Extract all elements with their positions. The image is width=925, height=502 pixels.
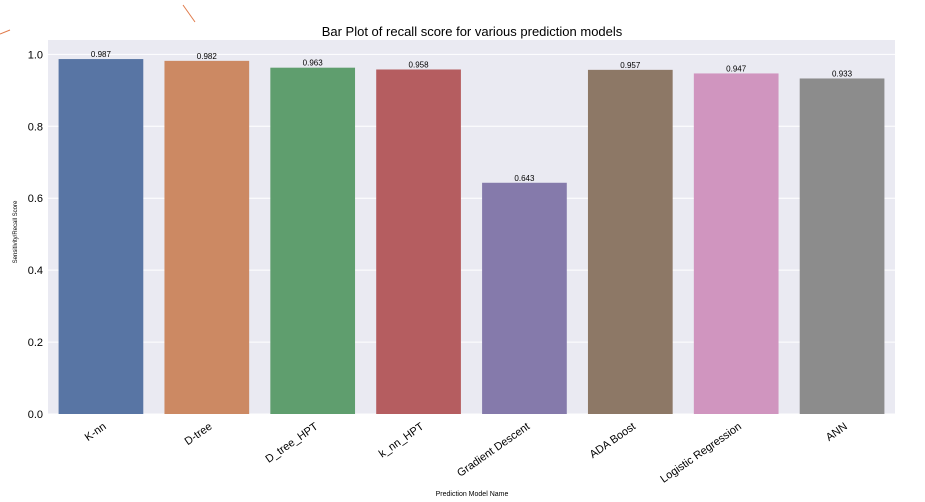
x-tick-label: ADA Boost <box>588 421 638 461</box>
bar-k-nn <box>58 59 144 414</box>
bar-logistic-regression <box>693 73 779 415</box>
bar-k-nn-hpt <box>376 69 461 414</box>
y-tick-label: 0.6 <box>28 193 43 205</box>
x-tick-label: k_nn_HPT <box>377 420 427 460</box>
bars: 0.987 0.982 0.963 0.958 0.643 0.957 0.947 0.933 <box>58 50 885 415</box>
chart-title: Bar Plot of recall score for various pre… <box>322 24 623 39</box>
bar-value-label: 0.987 <box>91 50 112 59</box>
x-tick-label: D-tree <box>183 421 215 448</box>
x-tick-label: Logistic Regression <box>658 421 744 486</box>
y-tick-label: 0.4 <box>28 265 43 277</box>
bar-ada-boost <box>587 69 673 414</box>
bar-d-tree <box>164 60 250 414</box>
bar-value-label: 0.958 <box>409 60 430 69</box>
bar-ann <box>799 78 885 414</box>
y-axis-ticks: 0.0 0.2 0.4 0.6 0.8 1.0 <box>28 49 43 421</box>
x-tick-label: Gradient Descent <box>455 421 532 480</box>
y-axis-label: Sensitivity/Recall Score <box>13 200 19 263</box>
x-axis-label: Prediction Model Name <box>436 491 509 498</box>
y-tick-label: 0.0 <box>28 409 43 421</box>
bar-value-label: 0.947 <box>726 64 747 73</box>
y-tick-label: 0.2 <box>28 337 43 349</box>
bar-value-label: 0.933 <box>832 69 853 78</box>
decorative-stroke <box>0 29 11 35</box>
x-tick-label: K-nn <box>83 421 109 444</box>
bar-value-label: 0.957 <box>620 61 641 70</box>
y-tick-label: 0.8 <box>28 121 43 133</box>
bar-value-label: 0.982 <box>197 52 218 61</box>
x-axis-ticks: K-nn D-tree D_tree_HPT k_nn_HPT Gradient Des… <box>83 420 850 485</box>
bar-value-label: 0.643 <box>514 174 535 183</box>
bar-value-label: 0.963 <box>303 59 324 68</box>
x-tick-label: D_tree_HPT <box>263 420 320 465</box>
decorative-stroke <box>182 4 196 23</box>
y-tick-label: 1.0 <box>28 49 43 61</box>
bar-d-tree-hpt <box>270 67 356 415</box>
x-tick-label: ANN <box>824 421 850 444</box>
bar-gradient-descent <box>482 182 567 414</box>
